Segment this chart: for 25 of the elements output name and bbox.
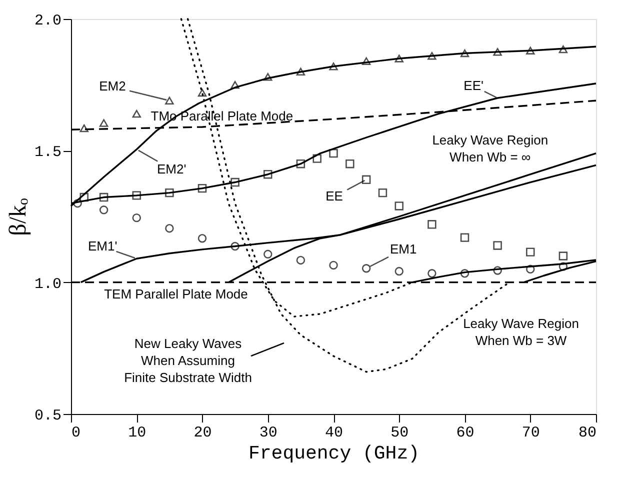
- annotation: EE': [464, 78, 484, 93]
- annotation: EE: [326, 188, 344, 204]
- annotation: EM2: [99, 78, 126, 94]
- y-tick-label: 1.0: [34, 276, 62, 293]
- annotation: Leaky Wave Region When Wb = ∞: [432, 132, 548, 165]
- annotation: EM2': [157, 161, 186, 176]
- x-tick-label: 30: [259, 424, 278, 442]
- y-tick-label: 1.5: [34, 144, 62, 162]
- x-tick-label: 40: [324, 424, 344, 442]
- x-tick-label: 80: [578, 424, 596, 442]
- y-tick-label: 0.5: [34, 408, 62, 424]
- y-tick-label: 2.0: [34, 12, 62, 30]
- annotation: New Leaky Waves When Assuming Finite Substrate Width: [124, 336, 252, 385]
- x-tick-label: 50: [390, 424, 409, 442]
- x-tick-label: 10: [128, 424, 146, 442]
- annotation: Leaky Wave Region When Wb = 3W: [463, 316, 579, 348]
- x-axis-title: Frequency (GHz): [248, 442, 420, 464]
- annotation: EM1': [88, 238, 118, 254]
- y-axis-title: β/kₒ: [5, 198, 32, 236]
- x-tick-label: 20: [194, 424, 212, 442]
- annotation: TEM Parallel Plate Mode: [104, 286, 248, 302]
- x-tick-label: 60: [456, 424, 474, 442]
- annotation: EM1: [390, 241, 417, 256]
- x-tick-label: 70: [522, 424, 540, 442]
- x-tick-label: 0: [72, 424, 81, 442]
